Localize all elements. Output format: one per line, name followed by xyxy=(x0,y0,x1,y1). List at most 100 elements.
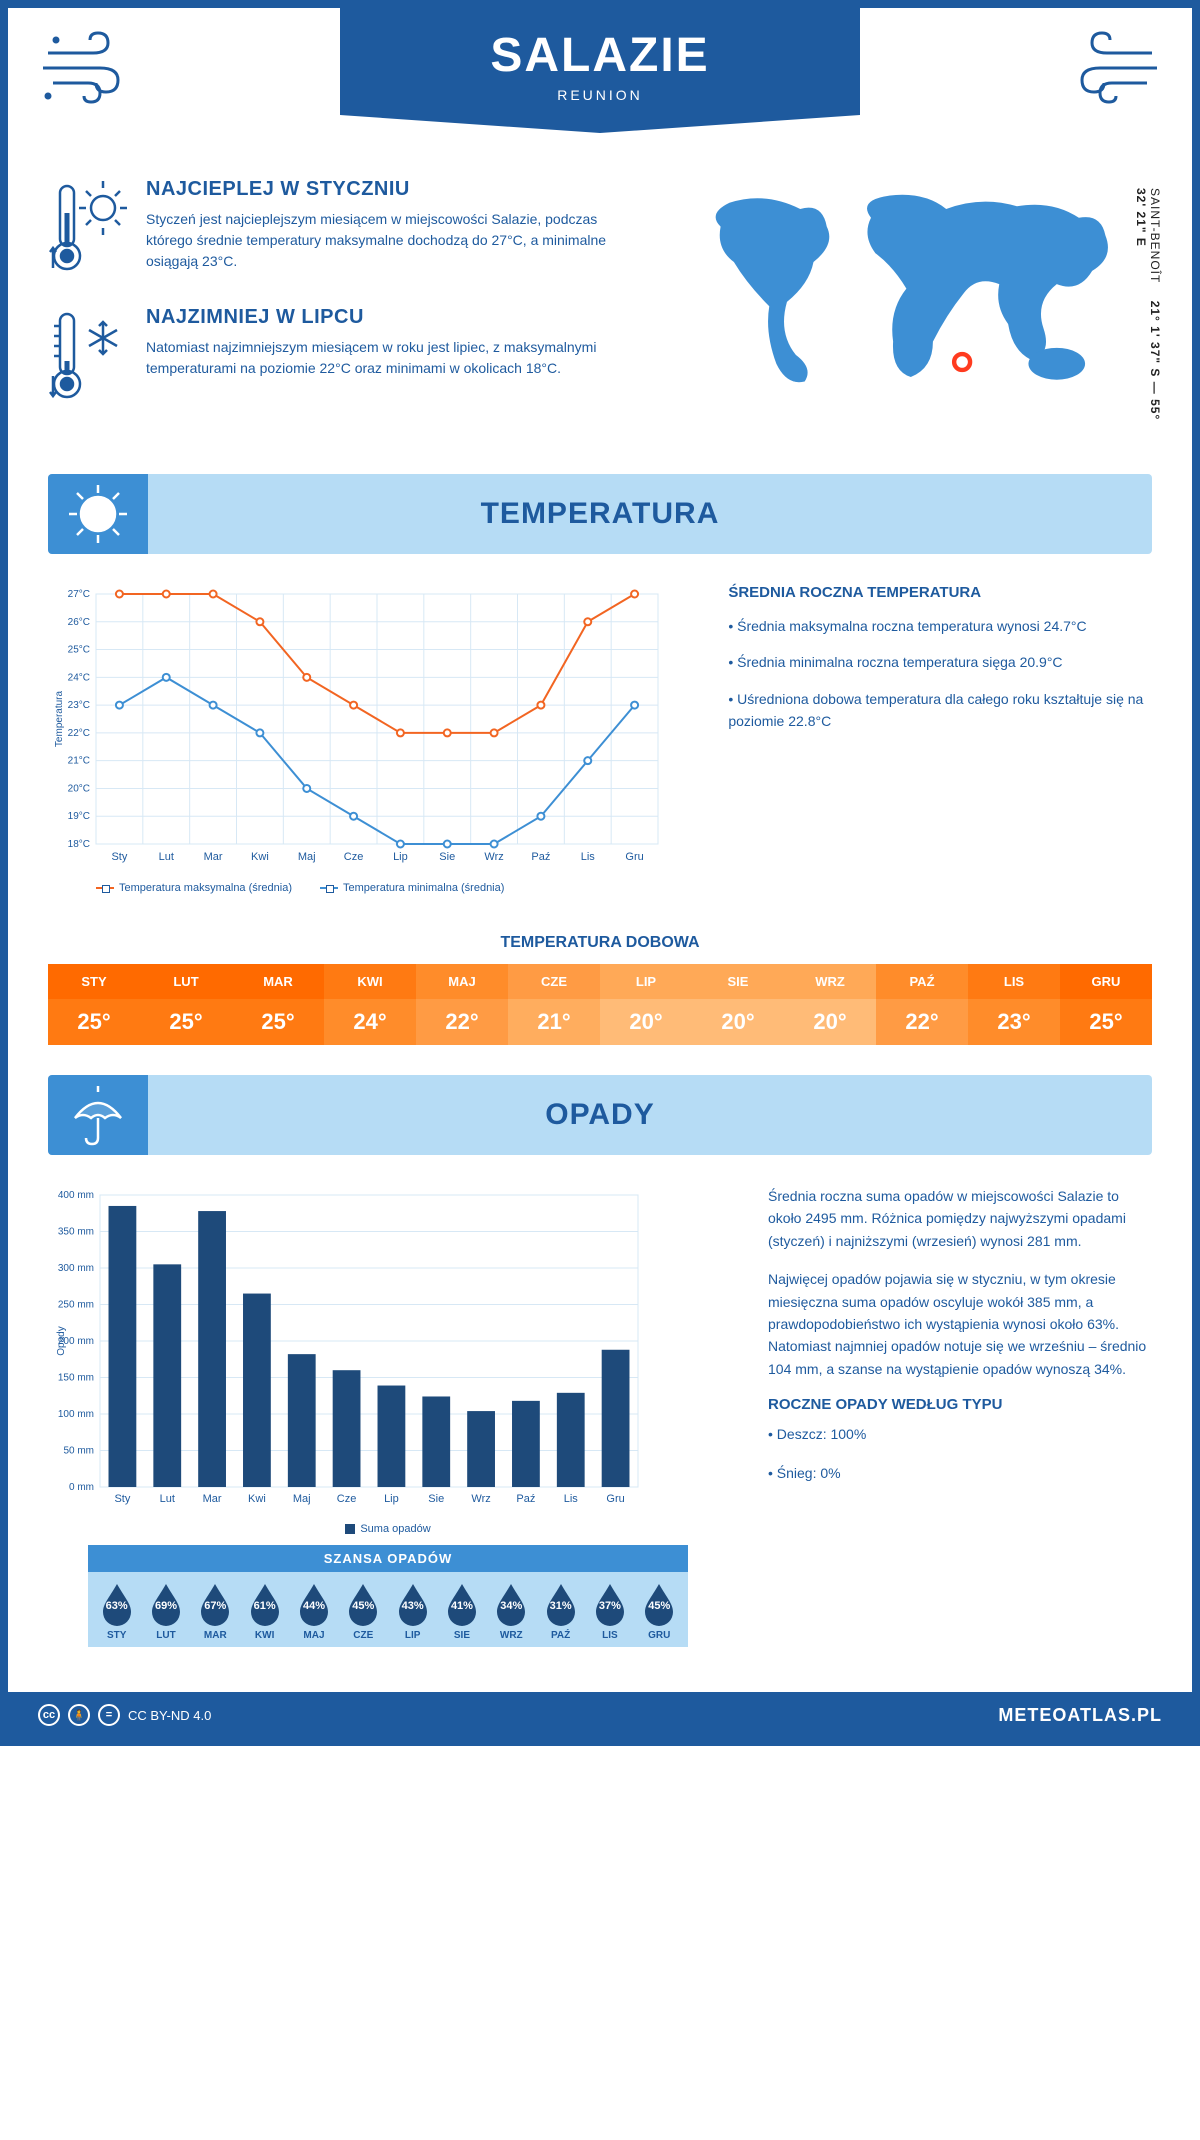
svg-text:Sie: Sie xyxy=(428,1493,444,1505)
temperature-banner: TEMPERATURA xyxy=(48,474,1152,554)
chance-value: 69% xyxy=(148,1600,184,1612)
chance-month: KWI xyxy=(240,1630,289,1641)
intro-left: NAJCIEPLEJ W STYCZNIU Styczeń jest najci… xyxy=(48,178,622,434)
svg-text:Gru: Gru xyxy=(606,1493,624,1505)
daily-value: 22° xyxy=(416,999,508,1045)
daily-month: LUT xyxy=(140,964,232,999)
chance-cell: 61% KWI xyxy=(240,1582,289,1641)
svg-text:100 mm: 100 mm xyxy=(58,1409,94,1420)
chance-title: SZANSA OPADÓW xyxy=(88,1545,688,1572)
daily-value: 21° xyxy=(508,999,600,1045)
by-icon: 🧍 xyxy=(68,1704,90,1726)
drop-icon: 45% xyxy=(641,1582,677,1626)
page-subtitle: REUNION xyxy=(340,87,860,103)
temp-chart-svg: 18°C19°C20°C21°C22°C23°C24°C25°C26°C27°C… xyxy=(48,584,668,874)
svg-text:24°C: 24°C xyxy=(68,672,90,683)
drop-icon: 43% xyxy=(395,1582,431,1626)
daily-month: STY xyxy=(48,964,140,999)
chance-value: 45% xyxy=(641,1600,677,1612)
svg-text:Paź: Paź xyxy=(516,1493,535,1505)
chance-cell: 37% LIS xyxy=(585,1582,634,1641)
temp-bullet: • Średnia minimalna roczna temperatura s… xyxy=(728,651,1152,673)
svg-text:25°C: 25°C xyxy=(68,645,90,656)
svg-text:Mar: Mar xyxy=(204,851,223,863)
svg-text:Sty: Sty xyxy=(111,851,127,863)
svg-text:27°C: 27°C xyxy=(68,589,90,600)
drop-icon: 45% xyxy=(345,1582,381,1626)
chance-cell: 31% PAŹ xyxy=(536,1582,585,1641)
intro-right: SAINT-BENOÎT 21° 1' 37" S — 55° 32' 21" … xyxy=(652,178,1152,434)
temp-bullet: • Uśredniona dobowa temperatura dla całe… xyxy=(728,688,1152,733)
daily-month: MAJ xyxy=(416,964,508,999)
chance-value: 63% xyxy=(99,1600,135,1612)
svg-text:Temperatura: Temperatura xyxy=(54,690,65,747)
daily-value: 25° xyxy=(140,999,232,1045)
svg-text:Lut: Lut xyxy=(159,851,174,863)
svg-text:Paź: Paź xyxy=(531,851,550,863)
svg-text:300 mm: 300 mm xyxy=(58,1263,94,1274)
coord-lat: 21° 1' 37" S xyxy=(1148,301,1162,378)
svg-text:Lis: Lis xyxy=(564,1493,579,1505)
drop-icon: 34% xyxy=(493,1582,529,1626)
svg-text:Maj: Maj xyxy=(298,851,316,863)
svg-text:50 mm: 50 mm xyxy=(63,1446,94,1457)
chance-cell: 41%SIE xyxy=(437,1582,486,1641)
license-block: cc 🧍 = CC BY-ND 4.0 xyxy=(38,1704,211,1726)
chance-box: SZANSA OPADÓW 63%STY69%LUT67%MAR61%KWI44… xyxy=(88,1545,688,1647)
coldest-title: NAJZIMNIEJ W LIPCU xyxy=(146,306,622,329)
chance-cell: 43% LIP xyxy=(388,1582,437,1641)
chance-cell: 63%STY xyxy=(92,1582,141,1641)
drop-icon: 61% xyxy=(247,1582,283,1626)
svg-text:Maj: Maj xyxy=(293,1493,311,1505)
cc-icon: cc xyxy=(38,1704,60,1726)
daily-month: LIS xyxy=(968,964,1060,999)
drop-icon: 63% xyxy=(99,1582,135,1626)
daily-value: 22° xyxy=(876,999,968,1045)
precip-side-text: Średnia roczna suma opadów w miejscowośc… xyxy=(768,1185,1152,1677)
thermometer-sun-icon xyxy=(48,178,128,278)
svg-text:Lip: Lip xyxy=(393,851,408,863)
daily-month: CZE xyxy=(508,964,600,999)
svg-text:Gru: Gru xyxy=(625,851,643,863)
precip-legend: Suma opadów xyxy=(48,1523,728,1535)
world-map xyxy=(652,178,1152,408)
legend-min: Temperatura minimalna (średnia) xyxy=(320,882,504,894)
precip-banner: OPADY xyxy=(48,1075,1152,1155)
chance-cell: 45%GRU xyxy=(635,1582,684,1641)
chance-month: LIS xyxy=(585,1630,634,1641)
temp-side-text: ŚREDNIA ROCZNA TEMPERATURA • Średnia mak… xyxy=(728,584,1152,894)
drop-icon: 67% xyxy=(197,1582,233,1626)
chance-value: 43% xyxy=(395,1600,431,1612)
chance-value: 37% xyxy=(592,1600,628,1612)
daily-month: WRZ xyxy=(784,964,876,999)
coord-region: SAINT-BENOÎT xyxy=(1148,188,1162,283)
drop-icon: 31% xyxy=(543,1582,579,1626)
precip-section: 0 mm50 mm100 mm150 mm200 mm250 mm300 mm3… xyxy=(8,1155,1192,1692)
chance-month: LIP xyxy=(388,1630,437,1641)
daily-month: SIE xyxy=(692,964,784,999)
svg-text:22°C: 22°C xyxy=(68,728,90,739)
coordinates: SAINT-BENOÎT 21° 1' 37" S — 55° 32' 21" … xyxy=(1134,188,1162,434)
page-wrapper: SALAZIE REUNION NAJCIEPLEJ W STYCZNIU xyxy=(0,0,1200,1746)
chance-month: PAŹ xyxy=(536,1630,585,1641)
svg-text:Wrz: Wrz xyxy=(471,1493,490,1505)
svg-text:23°C: 23°C xyxy=(68,700,90,711)
footer-brand: METEOATLAS.PL xyxy=(998,1705,1162,1726)
chance-value: 31% xyxy=(543,1600,579,1612)
daily-value: 24° xyxy=(324,999,416,1045)
precip-banner-title: OPADY xyxy=(545,1098,654,1132)
svg-text:Kwi: Kwi xyxy=(248,1493,266,1505)
drop-icon: 37% xyxy=(592,1582,628,1626)
svg-text:Lip: Lip xyxy=(384,1493,399,1505)
svg-text:250 mm: 250 mm xyxy=(58,1300,94,1311)
precip-type-bullet: • Śnieg: 0% xyxy=(768,1462,1152,1484)
page-title: SALAZIE xyxy=(340,28,860,83)
daily-month: KWI xyxy=(324,964,416,999)
precip-chart-box: 0 mm50 mm100 mm150 mm200 mm250 mm300 mm3… xyxy=(48,1185,728,1677)
chance-value: 41% xyxy=(444,1600,480,1612)
svg-text:Cze: Cze xyxy=(344,851,364,863)
thermometer-snow-icon xyxy=(48,306,128,406)
daily-value: 20° xyxy=(784,999,876,1045)
precip-bar-chart: 0 mm50 mm100 mm150 mm200 mm250 mm300 mm3… xyxy=(48,1185,648,1515)
svg-text:21°C: 21°C xyxy=(68,756,90,767)
